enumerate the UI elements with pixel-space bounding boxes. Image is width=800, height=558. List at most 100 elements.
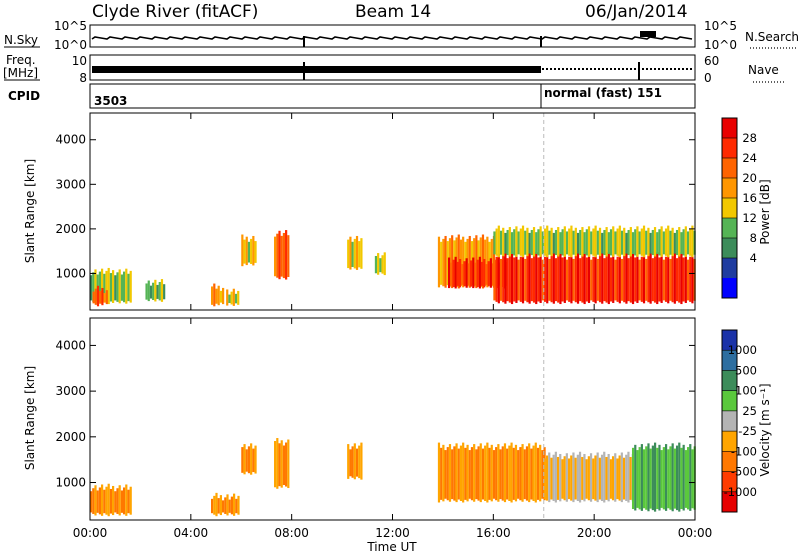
- echo-cell: [673, 232, 676, 254]
- echo-cell: [541, 450, 544, 499]
- echo-cell: [381, 255, 384, 274]
- echo-cell: [539, 254, 542, 303]
- echo-cell: [649, 448, 652, 509]
- echo-cell: [667, 449, 670, 509]
- echo-cell: [581, 255, 584, 303]
- echo-cell: [467, 263, 470, 286]
- power-colorbar-label: Power [dB]: [758, 179, 772, 244]
- echo-cell: [285, 230, 288, 280]
- echo-cell: [678, 227, 681, 257]
- nave-dot: [550, 68, 552, 70]
- echo-cell: [456, 261, 459, 286]
- echo-cell: [462, 236, 465, 288]
- echo-cell: [618, 253, 621, 304]
- echo-cell: [594, 253, 597, 304]
- echo-cell: [355, 448, 359, 477]
- nave-tick-top: 60: [704, 54, 719, 68]
- echo-cell: [614, 231, 617, 255]
- echo-cell: [521, 444, 524, 502]
- echo-cell: [640, 256, 643, 302]
- echo-cell: [559, 453, 562, 502]
- echo-cell: [360, 442, 363, 480]
- echo-cell: [539, 226, 542, 257]
- echo-region: [374, 252, 386, 276]
- echo-cell: [515, 226, 518, 257]
- nave-dot: [662, 68, 664, 70]
- echo-cell: [92, 272, 95, 302]
- echo-cell: [474, 262, 477, 286]
- echo-cell: [669, 446, 672, 510]
- echo-cell: [228, 294, 231, 304]
- echo-region: [211, 492, 240, 517]
- echo-cell: [592, 228, 595, 256]
- echo-cell: [609, 257, 613, 302]
- echo-cell: [447, 257, 451, 289]
- echo-cell: [519, 228, 522, 256]
- echo-cell: [470, 447, 474, 501]
- echo-cell: [274, 441, 277, 488]
- echo-cell: [506, 448, 509, 500]
- x-tick-label: 12:00: [375, 526, 410, 540]
- echo-cell: [649, 232, 652, 254]
- echo-cell: [118, 269, 121, 304]
- echo-cell: [568, 228, 571, 256]
- echo-cell: [625, 232, 628, 254]
- echo-cell: [609, 229, 613, 256]
- echo-cell: [572, 258, 575, 301]
- echo-cell: [497, 253, 500, 304]
- colorbar-swatch: [722, 491, 737, 513]
- colorbar-swatch: [722, 238, 737, 259]
- nsky-tick-bottom: 10^0: [54, 38, 87, 52]
- y-tick-label: 4000: [55, 133, 86, 147]
- colorbar-swatch: [722, 471, 737, 493]
- echo-cell: [517, 450, 520, 499]
- echo-cell: [448, 444, 452, 502]
- echo-cell: [114, 491, 117, 513]
- echo-cell: [237, 495, 240, 515]
- echo-cell: [535, 232, 538, 254]
- echo-cell: [583, 453, 586, 502]
- nave-dot: [586, 68, 588, 70]
- echo-cell: [147, 280, 150, 302]
- echo-cell: [457, 234, 460, 289]
- nave-dot: [582, 68, 584, 70]
- echo-region: [347, 442, 363, 480]
- echo-cell: [241, 447, 244, 473]
- echo-cell: [245, 236, 248, 266]
- nave-dot: [562, 68, 564, 70]
- echo-cell: [570, 225, 573, 258]
- echo-cell: [468, 235, 471, 288]
- echo-cell: [684, 254, 687, 303]
- echo-cell: [565, 231, 569, 255]
- echo-cell: [607, 232, 610, 254]
- echo-cell: [682, 257, 685, 302]
- echo-cell: [513, 257, 516, 302]
- echo-cell: [631, 252, 635, 305]
- colorbar-tick-label: 500: [735, 363, 757, 377]
- echo-cell: [563, 456, 566, 501]
- echo-cell: [213, 283, 216, 307]
- echo-cell: [360, 238, 363, 269]
- echo-cell: [557, 255, 560, 303]
- echo-cell: [689, 444, 692, 511]
- echo-cell: [487, 261, 490, 287]
- echo-cell: [526, 227, 529, 257]
- echo-cell: [226, 494, 229, 516]
- echo-cell: [491, 263, 495, 286]
- x-tick-label: 00:00: [73, 526, 108, 540]
- echo-cell: [563, 226, 566, 257]
- echo-cell: [536, 447, 540, 500]
- cpid-strip-frame: [89, 83, 696, 109]
- echo-cell: [669, 230, 672, 255]
- nave-dot: [570, 68, 572, 70]
- echo-cell: [92, 291, 95, 304]
- y-tick-label: 3000: [55, 384, 86, 398]
- echo-cell: [120, 490, 123, 513]
- echo-cell: [651, 445, 654, 511]
- echo-cell: [568, 256, 571, 302]
- echo-cell: [377, 253, 380, 275]
- echo-cell: [486, 236, 489, 288]
- echo-cell: [675, 258, 679, 302]
- echo-region: [543, 451, 634, 503]
- echo-cell: [587, 456, 590, 501]
